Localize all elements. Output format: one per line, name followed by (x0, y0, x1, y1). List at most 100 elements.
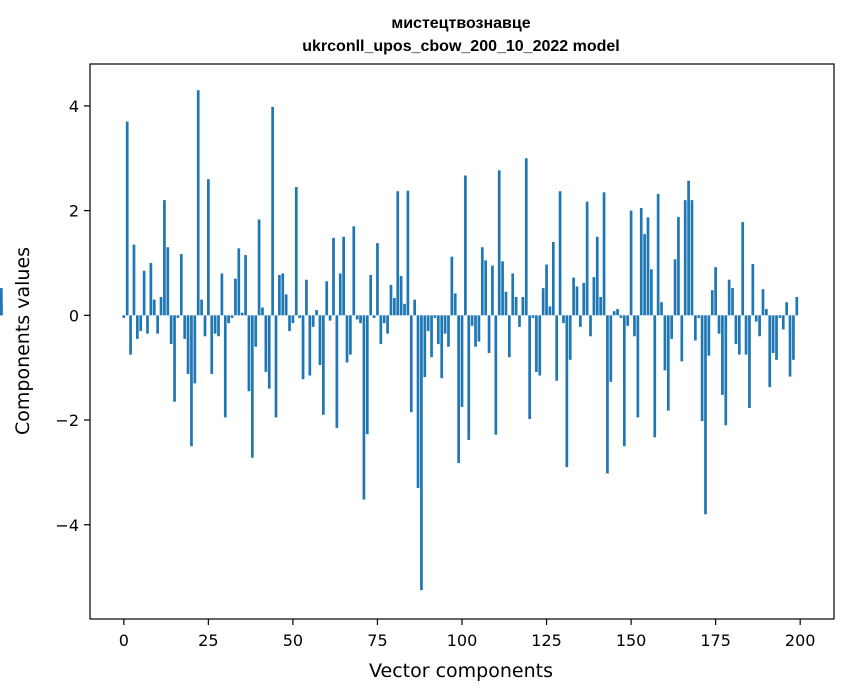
bar-91 (430, 315, 433, 358)
bar-143 (606, 315, 609, 474)
bar-162 (670, 315, 674, 339)
bar-158 (656, 193, 660, 316)
y-tick-label: 2 (69, 202, 79, 221)
bar-131 (565, 315, 569, 468)
bar-148 (622, 315, 626, 447)
bar-180 (731, 288, 734, 316)
bar-108 (487, 315, 491, 354)
bar-106 (480, 247, 484, 316)
bar-183 (741, 222, 745, 316)
bar-95 (443, 315, 447, 334)
bar-56 (311, 315, 315, 327)
bar-47 (281, 273, 285, 316)
bar-13 (166, 247, 170, 316)
bar-9 (152, 299, 156, 316)
x-tick-label: 100 (447, 631, 478, 650)
bar-185 (748, 315, 751, 408)
bar-199 (795, 297, 799, 316)
bar-6 (142, 270, 146, 316)
bar-68 (352, 226, 356, 316)
bar-118 (521, 297, 525, 316)
bar-117 (518, 315, 521, 327)
bar-69 (355, 315, 359, 320)
bar-172 (704, 315, 707, 515)
bar-160 (663, 315, 667, 371)
bar-126 (548, 306, 552, 316)
chart-title: мистецтвознавце (391, 15, 530, 32)
bar-138 (589, 315, 592, 337)
y-tick-label: −2 (55, 411, 79, 430)
bar-124 (541, 288, 545, 316)
bar-179 (727, 279, 731, 316)
bar-119 (524, 158, 528, 316)
bar-167 (687, 180, 690, 316)
bar-82 (399, 276, 403, 316)
x-tick-label: 50 (283, 631, 303, 650)
bar-113 (504, 291, 508, 316)
bar-64 (338, 273, 342, 316)
bar-75 (376, 243, 379, 316)
bar-155 (646, 217, 650, 316)
bar-85 (409, 315, 413, 413)
bar-63 (335, 315, 339, 428)
bar-128 (555, 315, 559, 381)
bar-undefined (0, 288, 3, 316)
bar-15 (173, 315, 176, 402)
bar-62 (332, 237, 335, 316)
bar-83 (403, 303, 406, 316)
bar-84 (406, 190, 410, 316)
bar-41 (261, 307, 264, 316)
bar-144 (609, 315, 613, 382)
bar-36 (244, 255, 247, 316)
bar-101 (464, 175, 467, 316)
bar-78 (386, 315, 389, 334)
bar-161 (666, 315, 670, 411)
bar-122 (535, 315, 538, 372)
bar-14 (169, 315, 173, 345)
bar-73 (369, 275, 373, 316)
bar-114 (507, 315, 511, 358)
bar-149 (626, 315, 630, 326)
bar-2 (129, 315, 132, 355)
bar-29 (220, 273, 224, 316)
x-axis-label: Vector components (369, 660, 553, 682)
bar-105 (477, 315, 481, 342)
bar-3 (132, 244, 136, 316)
bar-103 (470, 315, 474, 326)
bar-88 (420, 315, 423, 591)
bar-192 (771, 315, 775, 354)
bar-139 (592, 277, 596, 316)
bar-44 (271, 106, 274, 316)
bar-34 (237, 248, 241, 316)
bar-60 (325, 281, 329, 316)
bar-71 (362, 315, 366, 500)
bar-54 (305, 279, 308, 316)
bar-79 (389, 284, 393, 316)
bar-140 (595, 236, 599, 316)
bar-141 (599, 297, 603, 316)
bar-99 (457, 315, 460, 463)
bar-134 (575, 286, 579, 316)
bar-164 (677, 216, 680, 316)
bar-98 (453, 293, 457, 316)
bar-0 (122, 315, 126, 318)
x-tick-label: 25 (198, 631, 218, 650)
bar-175 (714, 267, 717, 316)
bar-186 (751, 264, 755, 316)
bar-1 (125, 121, 129, 316)
bar-25 (207, 179, 210, 316)
bar-146 (616, 309, 619, 316)
bar-28 (217, 315, 220, 337)
bar-129 (558, 191, 562, 316)
bar-81 (396, 191, 400, 316)
bar-184 (744, 315, 748, 355)
bar-111 (497, 170, 501, 316)
bar-65 (342, 236, 345, 316)
bar-51 (294, 187, 298, 316)
bar-191 (768, 315, 772, 388)
bar-24 (203, 315, 207, 337)
bar-58 (318, 315, 322, 366)
bar-61 (328, 315, 332, 321)
bars-group (0, 90, 799, 591)
